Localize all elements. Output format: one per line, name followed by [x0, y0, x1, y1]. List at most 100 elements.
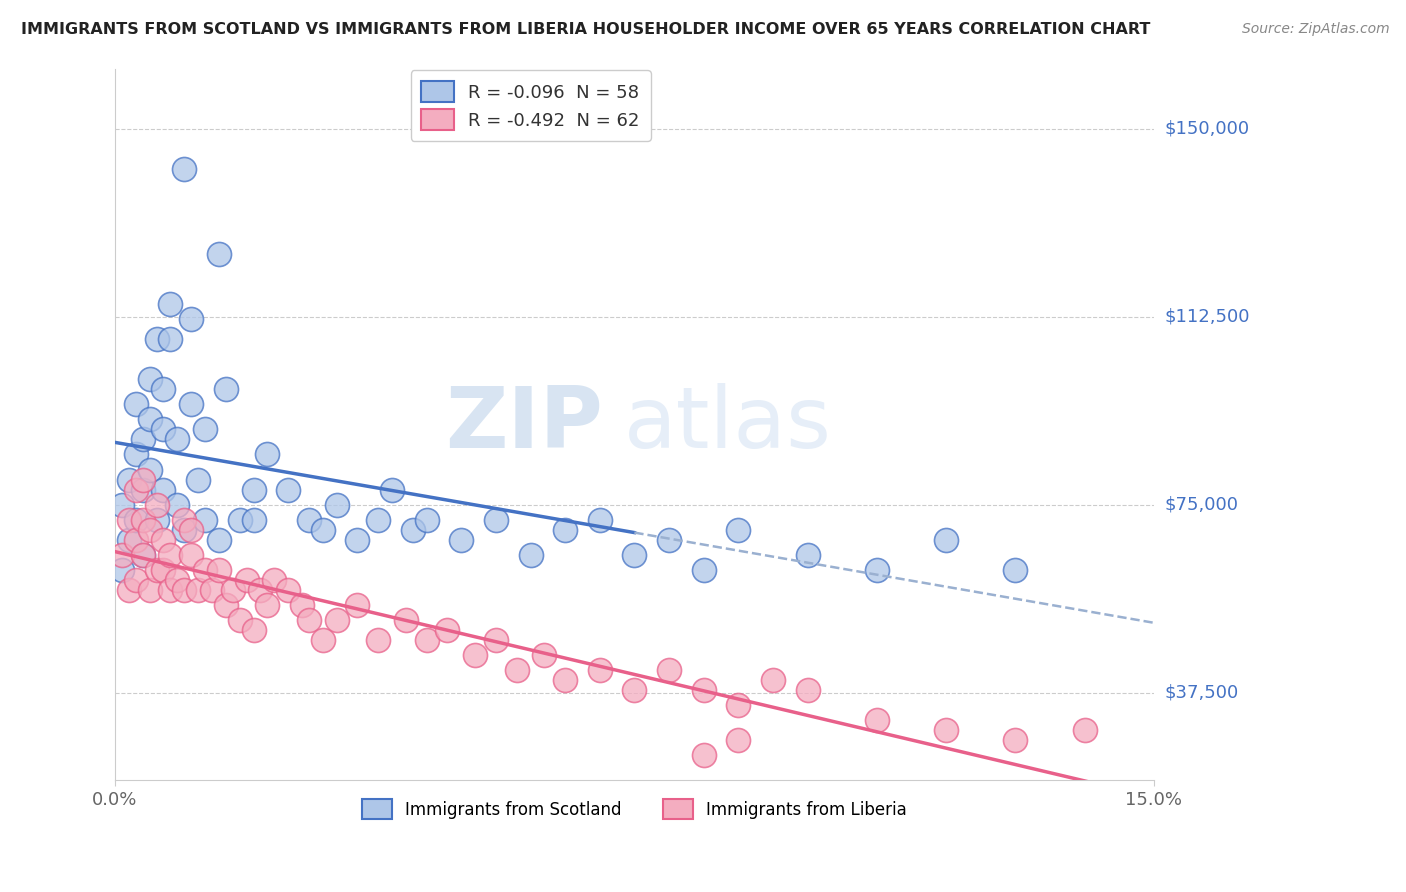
Point [173, 161, 195, 176]
Point [228, 613, 250, 627]
Point [132, 548, 155, 562]
Point [132, 548, 155, 562]
Point [138, 412, 160, 426]
Point [623, 548, 645, 562]
Text: Source: ZipAtlas.com: Source: ZipAtlas.com [1241, 22, 1389, 37]
Point [692, 683, 714, 698]
Point [242, 623, 264, 637]
Point [935, 723, 957, 738]
Point [173, 523, 195, 537]
Point [623, 683, 645, 698]
Text: $75,000: $75,000 [1166, 496, 1239, 514]
Point [692, 748, 714, 763]
Point [325, 613, 347, 627]
Point [166, 573, 188, 587]
Point [118, 533, 141, 547]
Point [277, 483, 299, 497]
Point [464, 648, 486, 662]
Point [145, 498, 167, 512]
Point [111, 548, 134, 562]
Point [519, 548, 541, 562]
Point [152, 563, 174, 577]
Point [125, 448, 148, 462]
Point [554, 673, 576, 687]
Point [118, 473, 141, 487]
Point [152, 483, 174, 497]
Point [228, 513, 250, 527]
Point [249, 582, 271, 597]
Point [436, 623, 458, 637]
Point [727, 523, 749, 537]
Point [346, 598, 368, 612]
Point [159, 582, 181, 597]
Point [125, 573, 148, 587]
Point [242, 513, 264, 527]
Point [187, 582, 209, 597]
Point [180, 523, 202, 537]
Point [215, 598, 238, 612]
Point [111, 563, 134, 577]
Point [152, 422, 174, 436]
Point [381, 483, 404, 497]
Point [125, 397, 148, 411]
Point [166, 498, 188, 512]
Point [208, 533, 231, 547]
Point [402, 523, 425, 537]
Point [658, 533, 681, 547]
Point [727, 698, 749, 712]
Point [533, 648, 555, 662]
Point [166, 433, 188, 447]
Point [132, 513, 155, 527]
Point [132, 483, 155, 497]
Point [450, 533, 472, 547]
Point [796, 548, 818, 562]
Point [138, 582, 160, 597]
Point [125, 533, 148, 547]
Point [145, 332, 167, 346]
Point [194, 563, 217, 577]
Point [263, 573, 285, 587]
Point [796, 683, 818, 698]
Point [505, 663, 527, 677]
Point [727, 733, 749, 747]
Point [395, 613, 418, 627]
Point [312, 523, 335, 537]
Point [485, 513, 508, 527]
Point [159, 332, 181, 346]
Text: $37,500: $37,500 [1166, 683, 1239, 702]
Point [415, 513, 437, 527]
Point [346, 533, 368, 547]
Point [866, 563, 889, 577]
Point [235, 573, 257, 587]
Point [485, 632, 508, 647]
Point [866, 713, 889, 727]
Point [173, 582, 195, 597]
Point [277, 582, 299, 597]
Point [692, 563, 714, 577]
Point [194, 422, 217, 436]
Point [367, 513, 389, 527]
Point [208, 563, 231, 577]
Point [291, 598, 314, 612]
Point [180, 397, 202, 411]
Point [159, 297, 181, 311]
Point [118, 513, 141, 527]
Point [145, 563, 167, 577]
Point [180, 312, 202, 326]
Text: atlas: atlas [624, 383, 832, 466]
Point [152, 533, 174, 547]
Point [194, 513, 217, 527]
Text: IMMIGRANTS FROM SCOTLAND VS IMMIGRANTS FROM LIBERIA HOUSEHOLDER INCOME OVER 65 Y: IMMIGRANTS FROM SCOTLAND VS IMMIGRANTS F… [21, 22, 1150, 37]
Point [367, 632, 389, 647]
Point [935, 533, 957, 547]
Point [132, 473, 155, 487]
Point [187, 473, 209, 487]
Text: $112,500: $112,500 [1166, 308, 1250, 326]
Point [312, 632, 335, 647]
Point [118, 582, 141, 597]
Legend: Immigrants from Scotland, Immigrants from Liberia: Immigrants from Scotland, Immigrants fro… [354, 793, 914, 825]
Point [1004, 733, 1026, 747]
Point [554, 523, 576, 537]
Point [298, 513, 321, 527]
Point [145, 513, 167, 527]
